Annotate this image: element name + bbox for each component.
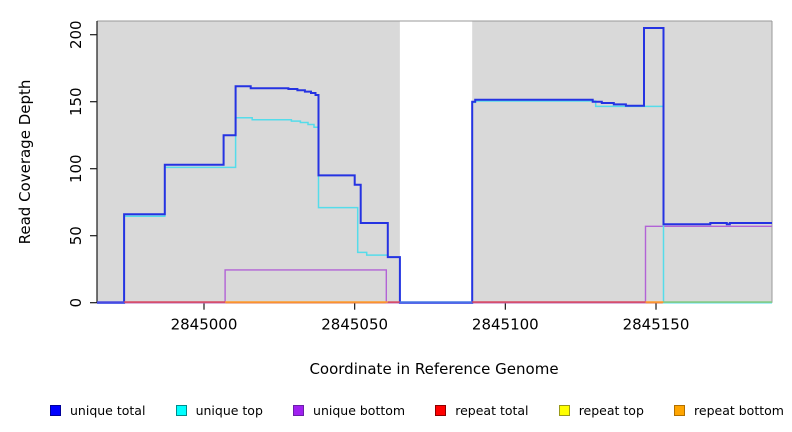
x-axis-title: Coordinate in Reference Genome [309, 360, 558, 378]
chart-legend: unique total unique top unique bottom repea… [50, 398, 784, 422]
legend-label: repeat bottom [694, 402, 784, 418]
y-axis-title: Read Coverage Depth [16, 80, 34, 245]
legend-swatch-icon [50, 404, 61, 416]
legend-swatch-icon [558, 404, 570, 416]
legend-label: repeat top [578, 402, 644, 418]
x-tick-label: 2845100 [472, 316, 539, 334]
y-tick-label: 0 [67, 298, 85, 308]
y-tick-label: 150 [67, 87, 85, 116]
x-tick-label: 2845150 [623, 316, 690, 334]
no-data-gap-band [399, 14, 473, 303]
legend-item-unique-bottom: unique bottom [293, 403, 405, 418]
legend-item-unique-total: unique total [50, 403, 145, 418]
legend-label: unique top [195, 402, 263, 418]
coverage-chart: 0 50 100 150 200 2845000 2845050 2845100 2845150… [16, 14, 773, 378]
legend-label: unique bottom [313, 402, 406, 418]
legend-swatch-icon [435, 404, 447, 416]
legend-swatch-icon [175, 404, 187, 416]
legend-item-repeat-top: repeat top [558, 402, 644, 418]
series-line-unique-bottom [97, 225, 772, 304]
legend-label: unique total [70, 402, 146, 418]
legend-label: repeat total [455, 402, 529, 418]
x-tick-label: 2845000 [171, 316, 238, 334]
legend-item-repeat-bottom: repeat bottom [674, 403, 784, 418]
legend-item-repeat-total: repeat total [435, 402, 529, 418]
x-tick-label: 2845050 [321, 316, 388, 334]
legend-swatch-icon [674, 404, 686, 416]
legend-swatch-icon [293, 404, 305, 416]
y-tick-label: 200 [67, 20, 85, 49]
legend-item-unique-top: unique top [175, 402, 263, 418]
series-line-unique-total [97, 27, 772, 304]
y-tick-label: 100 [67, 154, 85, 183]
y-tick-label: 50 [67, 226, 85, 245]
